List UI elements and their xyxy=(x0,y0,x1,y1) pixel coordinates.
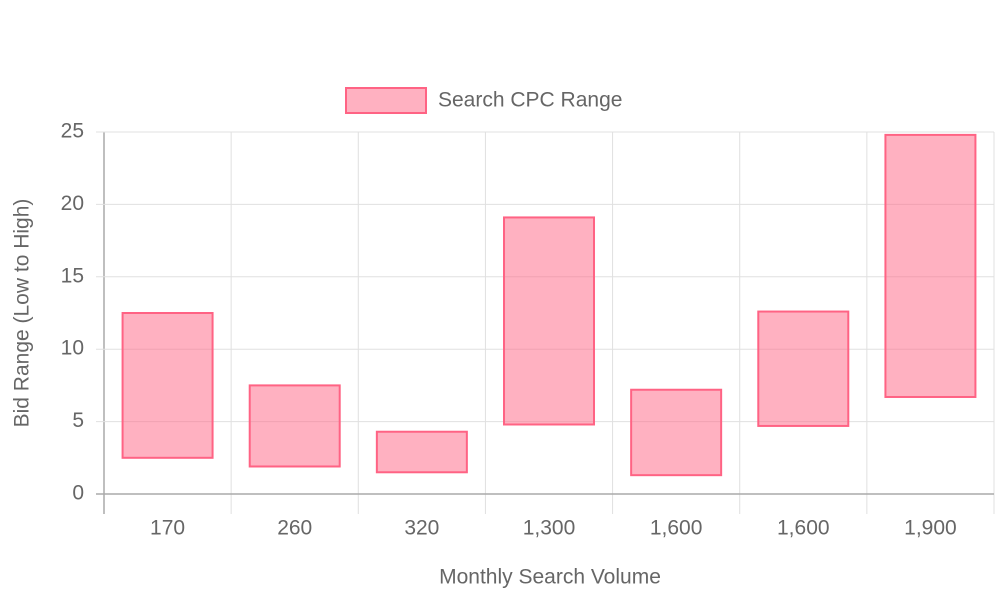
y-tick-label: 5 xyxy=(72,409,84,432)
x-tick-label: 1,300 xyxy=(523,517,576,540)
x-tick-label: 320 xyxy=(404,517,439,540)
x-tick-label: 1,600 xyxy=(650,517,703,540)
bar xyxy=(248,384,341,468)
y-tick-label: 10 xyxy=(61,337,84,360)
y-axis-title: Bid Range (Low to High) xyxy=(11,199,34,428)
x-tick-label: 1,900 xyxy=(904,517,957,540)
x-axis-title: Monthly Search Volume xyxy=(439,566,661,589)
bar xyxy=(121,312,214,459)
bar xyxy=(375,430,468,474)
x-tick-label: 1,600 xyxy=(777,517,830,540)
y-tick-label: 25 xyxy=(61,120,84,143)
y-tick-label: 0 xyxy=(72,482,84,505)
x-tick-label: 170 xyxy=(150,517,185,540)
legend-label: Search CPC Range xyxy=(438,89,622,112)
bar xyxy=(757,310,850,427)
bar xyxy=(884,133,977,398)
y-tick-label: 20 xyxy=(61,192,84,215)
bar xyxy=(503,216,595,426)
y-tick-label: 15 xyxy=(61,264,84,287)
x-tick-label: 260 xyxy=(277,517,312,540)
bar xyxy=(630,388,723,477)
legend-swatch xyxy=(345,87,427,114)
